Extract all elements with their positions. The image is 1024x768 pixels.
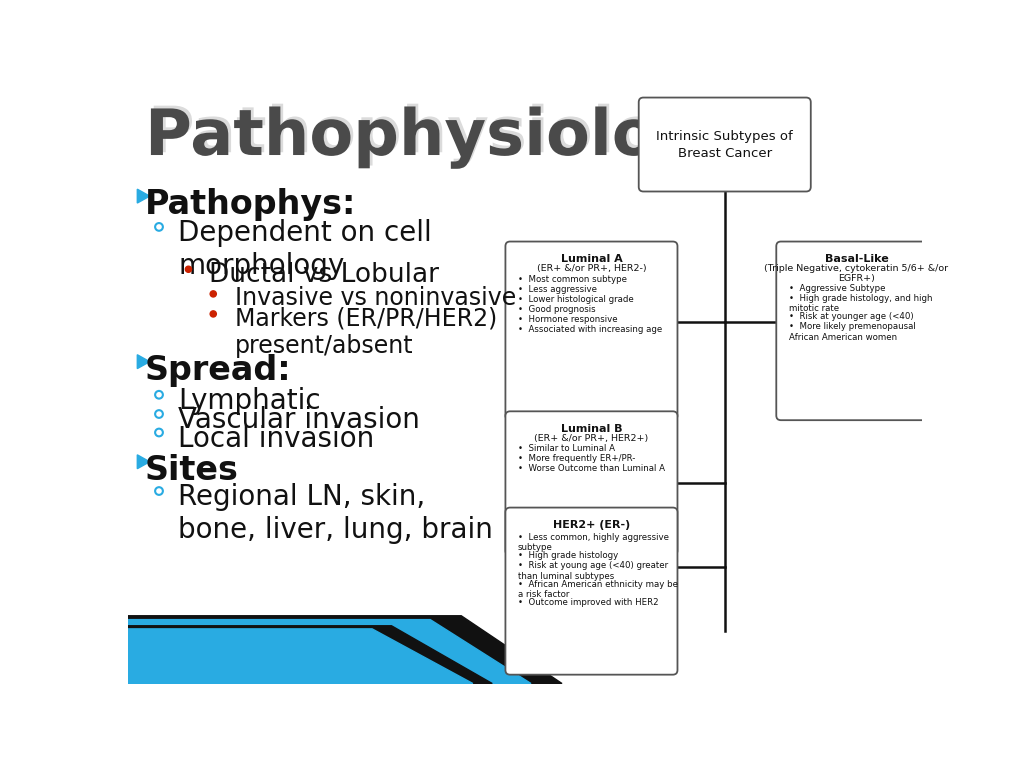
Text: Intrinsic Subtypes of
Breast Cancer: Intrinsic Subtypes of Breast Cancer xyxy=(656,130,794,160)
Polygon shape xyxy=(128,620,531,684)
FancyBboxPatch shape xyxy=(506,242,678,420)
Text: Dependent on cell
morphology: Dependent on cell morphology xyxy=(178,219,432,280)
Text: HER2+ (ER-): HER2+ (ER-) xyxy=(553,520,630,530)
Text: •  Good prognosis: • Good prognosis xyxy=(518,305,595,313)
Text: •  Outcome improved with HER2: • Outcome improved with HER2 xyxy=(518,598,658,607)
Polygon shape xyxy=(137,355,150,369)
Text: Pathophys:: Pathophys: xyxy=(145,188,356,221)
Text: •  African American ethnicity may be
a risk factor: • African American ethnicity may be a ri… xyxy=(518,580,678,599)
Text: •  Hormone responsive: • Hormone responsive xyxy=(518,315,617,323)
Text: Invasive vs noninvasive: Invasive vs noninvasive xyxy=(234,286,516,310)
Text: Sites: Sites xyxy=(145,454,239,487)
Text: •  More likely premenopausal
African American women: • More likely premenopausal African Amer… xyxy=(788,323,915,342)
FancyBboxPatch shape xyxy=(506,508,678,674)
Text: Basal-Like: Basal-Like xyxy=(824,254,889,264)
Text: Vascular invasion: Vascular invasion xyxy=(178,406,420,435)
Text: Regional LN, skin,
bone, liver, lung, brain: Regional LN, skin, bone, liver, lung, br… xyxy=(178,483,494,544)
Text: •  More frequently ER+/PR-: • More frequently ER+/PR- xyxy=(518,455,635,463)
Circle shape xyxy=(210,291,216,297)
Text: Ductal vs Lobular: Ductal vs Lobular xyxy=(209,262,439,287)
Text: Local invasion: Local invasion xyxy=(178,425,375,453)
Text: Spread:: Spread: xyxy=(145,354,292,387)
Text: •  Less aggressive: • Less aggressive xyxy=(518,285,597,293)
Text: •  Risk at young age (<40) greater
than luminal subtypes: • Risk at young age (<40) greater than l… xyxy=(518,561,668,581)
Text: Luminal B: Luminal B xyxy=(561,424,623,434)
Text: •  Less common, highly aggressive
subtype: • Less common, highly aggressive subtype xyxy=(518,533,669,552)
Polygon shape xyxy=(128,616,562,684)
Text: •  Lower histological grade: • Lower histological grade xyxy=(518,295,634,303)
Text: Markers (ER/PR/HER2)
present/absent: Markers (ER/PR/HER2) present/absent xyxy=(234,306,498,358)
Text: (Triple Negative, cytokeratin 5/6+ &/or
EGFR+): (Triple Negative, cytokeratin 5/6+ &/or … xyxy=(765,264,948,283)
Text: •  High grade histology: • High grade histology xyxy=(518,551,618,561)
Text: (ER+ &/or PR+, HER2+): (ER+ &/or PR+, HER2+) xyxy=(535,434,648,442)
Text: •  High grade histology, and high
mitotic rate: • High grade histology, and high mitotic… xyxy=(788,294,932,313)
Circle shape xyxy=(210,311,216,317)
Text: •  Associated with increasing age: • Associated with increasing age xyxy=(518,325,663,334)
Text: •  Most common subtype: • Most common subtype xyxy=(518,275,627,283)
Polygon shape xyxy=(137,455,150,468)
Text: Lymphatic: Lymphatic xyxy=(178,387,321,415)
Text: •  Risk at younger age (<40): • Risk at younger age (<40) xyxy=(788,313,913,321)
Text: •  Worse Outcome than Luminal A: • Worse Outcome than Luminal A xyxy=(518,465,665,473)
Text: Pathophysiology: Pathophysiology xyxy=(145,106,743,169)
FancyBboxPatch shape xyxy=(506,412,678,555)
FancyBboxPatch shape xyxy=(776,242,937,420)
Circle shape xyxy=(185,266,191,273)
FancyBboxPatch shape xyxy=(639,98,811,191)
Polygon shape xyxy=(128,629,473,684)
Text: (ER+ &/or PR+, HER2-): (ER+ &/or PR+, HER2-) xyxy=(537,264,646,273)
Polygon shape xyxy=(128,626,493,684)
Text: •  Aggressive Subtype: • Aggressive Subtype xyxy=(788,284,885,293)
Text: Luminal A: Luminal A xyxy=(560,254,623,264)
Text: •  Similar to Luminal A: • Similar to Luminal A xyxy=(518,445,614,453)
Polygon shape xyxy=(137,189,150,203)
